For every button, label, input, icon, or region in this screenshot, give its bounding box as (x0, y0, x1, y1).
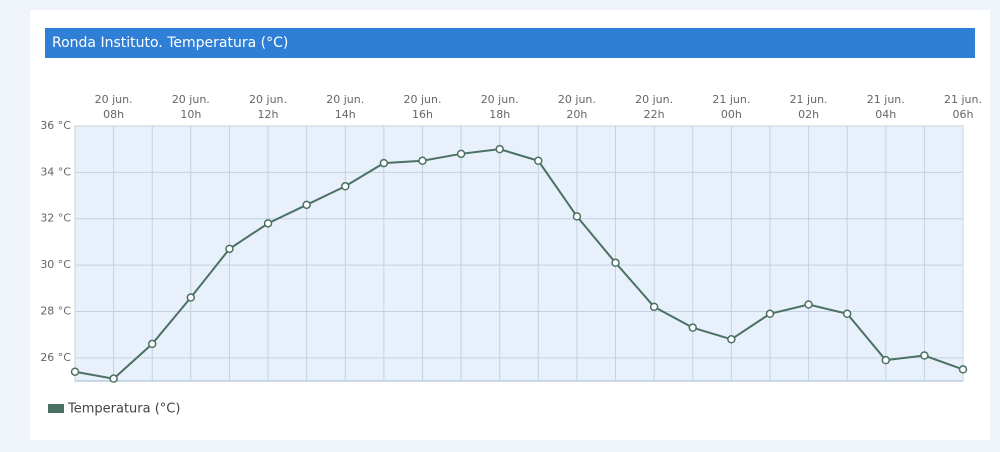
y-tick-label: 26 °C (40, 351, 71, 364)
chart-title: Ronda Instituto. Temperatura (°C) (52, 35, 288, 51)
point (572, 212, 582, 221)
point (688, 323, 697, 332)
x-tick-date: 20 jun. (403, 93, 441, 106)
point (379, 158, 389, 168)
point (765, 309, 775, 319)
y-tick-label: 32 °C (40, 212, 71, 225)
point (341, 182, 350, 191)
point (225, 244, 234, 254)
x-tick-hour: 06h (953, 108, 974, 121)
point (881, 355, 891, 365)
point (804, 300, 813, 309)
x-tick-hour: 18h (489, 108, 510, 121)
point (920, 351, 929, 360)
x-tick-date: 21 jun. (944, 93, 982, 106)
x-tick-date: 20 jun. (249, 93, 287, 106)
legend-label[interactable]: Temperatura (°C) (67, 402, 180, 417)
x-tick-date: 21 jun. (712, 93, 750, 106)
point (456, 149, 466, 159)
point (958, 365, 968, 374)
x-tick-hour: 12h (258, 108, 279, 121)
point (70, 367, 80, 376)
x-tick-hour: 00h (721, 108, 742, 121)
line (74, 148, 964, 380)
point (147, 339, 157, 349)
point (109, 374, 118, 383)
x-tick-date: 20 jun. (95, 93, 133, 106)
point (727, 335, 736, 344)
point (186, 293, 196, 302)
point (263, 219, 273, 228)
x-tick-hour: 08h (103, 108, 124, 121)
y-tick-label: 34 °C (40, 165, 71, 178)
title-bar (45, 28, 975, 58)
legend-swatch[interactable] (48, 404, 64, 413)
y-tick-label: 30 °C (40, 258, 71, 271)
y-tick-label: 36 °C (40, 119, 71, 132)
plot-area (74, 125, 964, 382)
x-tick-hour: 22h (644, 108, 665, 121)
x-tick-date: 21 jun. (867, 93, 905, 106)
point (534, 156, 543, 166)
x-tick-date: 20 jun. (172, 93, 210, 106)
x-tick-hour: 14h (335, 108, 356, 121)
point (418, 156, 427, 166)
x-tick-hour: 20h (566, 108, 587, 121)
y-tick-label: 28 °C (40, 304, 71, 317)
point (842, 309, 852, 319)
x-tick-hour: 16h (412, 108, 433, 121)
x-tick-date: 20 jun. (558, 93, 596, 106)
x-tick-date: 20 jun. (481, 93, 519, 106)
x-tick-date: 20 jun. (635, 93, 673, 106)
x-tick-date: 21 jun. (790, 93, 828, 106)
point (302, 200, 311, 210)
x-tick-hour: 10h (180, 108, 201, 121)
point (611, 258, 620, 268)
point (495, 144, 504, 154)
point (649, 302, 659, 312)
x-tick-hour: 02h (798, 108, 819, 121)
x-tick-date: 20 jun. (326, 93, 364, 106)
x-tick-hour: 04h (875, 108, 896, 121)
